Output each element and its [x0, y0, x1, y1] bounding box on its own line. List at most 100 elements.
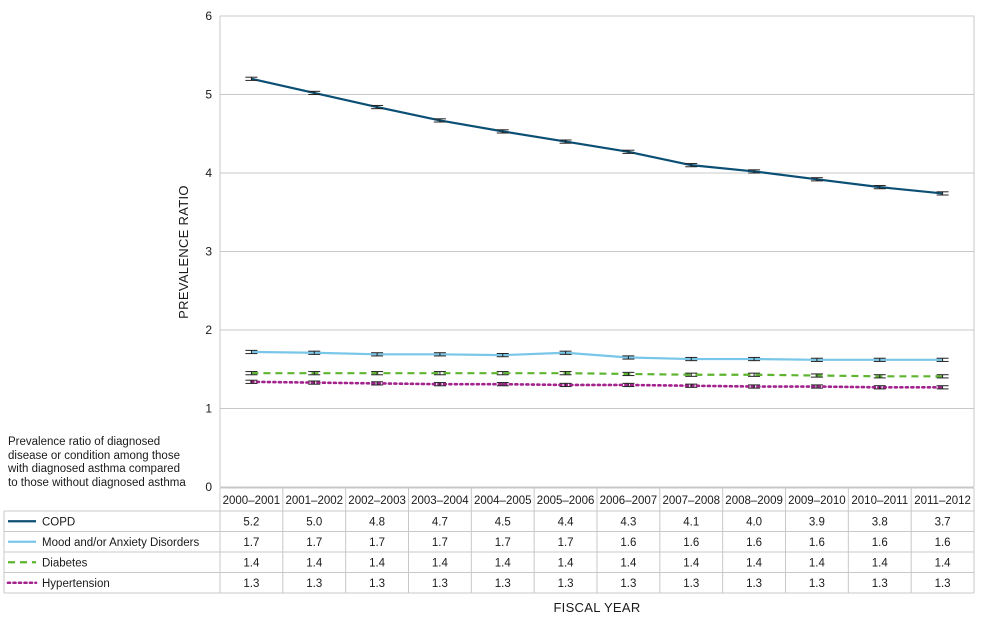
data-point [810, 357, 823, 362]
x-category-label: 2009–2010 [788, 495, 846, 507]
x-category-label: 2003–2004 [411, 495, 469, 507]
data-point [308, 371, 321, 376]
data-point [371, 371, 384, 376]
series-3 [245, 379, 949, 390]
data-point [496, 353, 509, 358]
data-point [685, 163, 698, 168]
y-tick-label: 3 [205, 245, 212, 259]
table-cell: 3.9 [809, 516, 825, 528]
x-category-label: 2010–2011 [851, 495, 908, 507]
table-cell: 4.0 [746, 516, 762, 528]
legend-label: Diabetes [42, 557, 88, 569]
table-cell: 1.4 [369, 557, 386, 569]
data-point [496, 382, 509, 387]
y-tick-label: 1 [205, 402, 212, 416]
data-point [496, 129, 509, 134]
table-cell: 1.6 [620, 537, 636, 549]
table-cell: 4.1 [683, 516, 699, 528]
table-cell: 1.3 [369, 578, 385, 590]
table-cell: 1.4 [495, 557, 512, 569]
y-tick-label: 6 [205, 9, 212, 23]
table-cell: 1.4 [809, 557, 826, 569]
data-point [433, 352, 446, 357]
table-cell: 4.7 [432, 516, 448, 528]
table-cell: 1.3 [809, 578, 825, 590]
table-row: COPD 5.2 5.0 4.8 4.7 4.5 4.4 4.3 4.1 4.0 3.9 3.8 3.7 [8, 516, 951, 528]
x-category-label: 2011–2012 [914, 495, 971, 507]
y-tick-labels: 0 1 2 3 4 5 6 [205, 9, 212, 494]
y-tick-label: 0 [205, 480, 212, 494]
table-row: Hypertension 1.3 1.3 1.3 1.3 1.3 1.3 1.3 1.3 1.3 1… [6, 578, 951, 590]
data-point [622, 371, 635, 377]
data-point [873, 374, 886, 379]
table-cell: 1.4 [683, 557, 700, 569]
series-line [251, 77, 943, 195]
data-point [810, 373, 823, 378]
table-cell: 1.6 [809, 537, 825, 549]
table-cell: 1.3 [306, 578, 322, 590]
data-point [748, 384, 761, 389]
table-cell: 1.6 [746, 537, 762, 549]
data-point [245, 379, 258, 384]
chart-caption: Prevalence ratio of diagnosed disease or… [8, 436, 186, 489]
x-category-label: 2000–2001 [223, 495, 281, 507]
x-category-label: 2004–2005 [474, 495, 532, 507]
table-cell: 1.3 [620, 578, 636, 590]
legend-label: Mood and/or Anxiety Disorders [42, 537, 199, 549]
data-point [622, 355, 635, 360]
table-cell: 1.3 [558, 578, 574, 590]
data-point [873, 185, 886, 190]
grid-lines [219, 15, 975, 488]
table-cell: 1.4 [243, 557, 260, 569]
table-cell: 1.4 [306, 557, 323, 569]
table-cell: 1.3 [872, 578, 888, 590]
data-point [873, 385, 886, 390]
table-cell: 5.0 [306, 516, 322, 528]
series-line [250, 380, 944, 389]
x-category-label: 2007–2008 [662, 495, 720, 507]
data-point [371, 381, 384, 386]
data-point [559, 139, 572, 144]
data-point [308, 380, 321, 385]
data-point [873, 357, 886, 362]
data-point [748, 372, 761, 377]
x-category-label: 2001–2002 [285, 495, 343, 507]
x-category-label: 2006–2007 [600, 495, 658, 507]
series-line [251, 350, 943, 361]
y-tick-label: 2 [205, 323, 212, 337]
x-category-label: 2008–2009 [725, 495, 783, 507]
data-point [685, 372, 698, 377]
data-point [245, 371, 258, 376]
data-point [433, 118, 446, 123]
data-point [245, 349, 258, 355]
table-row: Diabetes 1.4 1.4 1.4 1.4 1.4 1.4 1.4 1.4 1.4 1.4 1.… [8, 557, 951, 569]
table-cell: 1.3 [495, 578, 511, 590]
data-point [810, 384, 823, 389]
data-point [685, 383, 698, 388]
table-cell: 4.5 [495, 516, 511, 528]
data-table: 2000–2001 2001–2002 2002–2003 2003–2004 2004… [3, 487, 975, 594]
data-point [433, 382, 446, 387]
table-cell: 1.4 [872, 557, 889, 569]
table-cell: 1.3 [432, 578, 448, 590]
table-cell: 4.4 [558, 516, 575, 528]
table-cell: 1.7 [495, 537, 511, 549]
data-point [936, 385, 949, 390]
data-point [936, 357, 949, 362]
data-point [936, 374, 949, 379]
y-tick-label: 4 [205, 166, 212, 180]
data-point [245, 76, 258, 81]
data-point [936, 191, 949, 196]
x-category-label: 2005–2006 [537, 495, 595, 507]
data-point [748, 356, 761, 362]
table-cell: 1.4 [746, 557, 763, 569]
data-point [622, 149, 635, 154]
series-line [251, 372, 943, 378]
data-point [371, 104, 384, 110]
table-cell: 1.7 [369, 537, 385, 549]
table-row: Mood and/or Anxiety Disorders 1.7 1.7 1.7 1.… [8, 537, 951, 549]
data-point [559, 371, 572, 376]
table-cell: 1.6 [683, 537, 699, 549]
data-point [308, 350, 321, 355]
table-cell: 5.2 [243, 516, 259, 528]
